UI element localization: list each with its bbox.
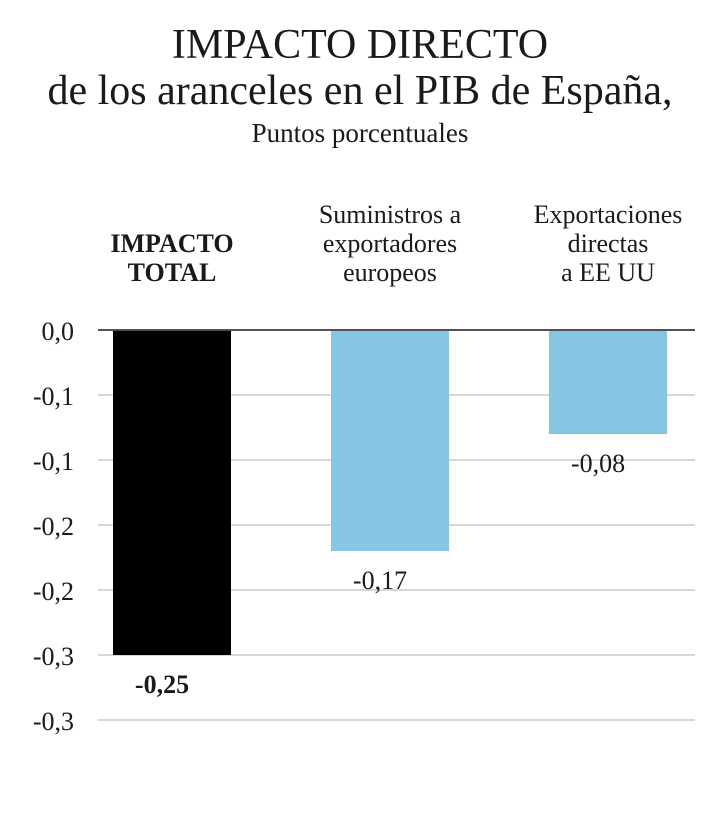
category-label: Suministros a	[319, 200, 462, 229]
category-label: Exportaciones	[534, 200, 683, 229]
y-tick-label: -0,1	[33, 382, 74, 411]
data-label: -0,08	[571, 449, 625, 478]
chart-title-line-2: de los aranceles en el PIB de España,	[47, 68, 673, 114]
category-label: exportadores	[323, 229, 457, 258]
category-label: a EE UU	[561, 258, 655, 287]
y-tick-label: -0,1	[33, 447, 74, 476]
bar	[113, 331, 231, 655]
data-label: -0,17	[353, 566, 407, 595]
y-tick-label: -0,2	[33, 512, 74, 541]
y-tick-label: -0,3	[33, 707, 74, 736]
chart-subtitle: Puntos porcentuales	[251, 118, 469, 148]
category-label: directas	[568, 229, 649, 258]
category-label: IMPACTO	[110, 229, 233, 258]
data-label: -0,25	[135, 670, 189, 699]
category-label: TOTAL	[128, 258, 217, 287]
y-tick-label: -0,2	[33, 577, 74, 606]
y-tick-label: -0,3	[33, 642, 74, 671]
category-label: europeos	[343, 258, 437, 287]
y-tick-label: 0,0	[42, 317, 75, 346]
bar	[549, 331, 667, 434]
chart-title-line-1: IMPACTO DIRECTO	[171, 22, 549, 68]
bar	[331, 331, 449, 551]
